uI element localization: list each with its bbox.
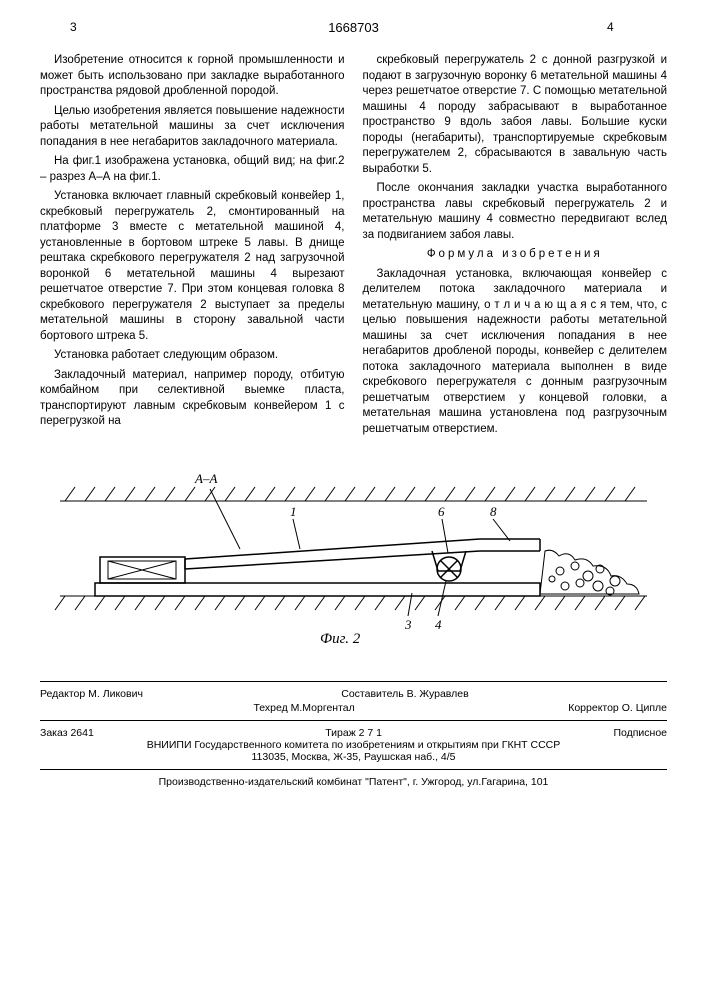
body-paragraph: После окончания закладки участка выработ… — [363, 181, 668, 243]
printer: Производственно-издательский комбинат "П… — [40, 776, 667, 788]
order-number: Заказ 2641 — [40, 727, 94, 739]
body-paragraph: Закладочный материал, например породу, о… — [40, 368, 345, 430]
section-label: А–А — [194, 471, 217, 486]
formula-title: Формула изобретения — [363, 247, 668, 263]
credits-row-2: Техред М.Моргентал Корректор О. Ципле — [40, 702, 667, 714]
editor-label: Редактор М. Ликович — [40, 688, 143, 700]
patent-number: 1668703 — [100, 20, 607, 35]
podpisnoe: Подписное — [613, 727, 667, 739]
body-columns: Изобретение относится к горной промышлен… — [40, 53, 667, 441]
header-row: 3 1668703 4 — [40, 20, 667, 35]
body-paragraph: Установка включает главный скребковый ко… — [40, 189, 345, 344]
corrector-label: Корректор О. Ципле — [568, 702, 667, 714]
figure-svg: А–А 1 6 8 3 4 Фиг. 2 — [40, 471, 667, 651]
divider — [40, 681, 667, 682]
page: 3 1668703 4 Изобретение относится к горн… — [0, 0, 707, 1000]
callout-6: 6 — [438, 504, 445, 519]
vniipi: ВНИИПИ Государственного комитета по изоб… — [40, 739, 667, 751]
divider — [40, 769, 667, 770]
body-paragraph: Целью изобретения является повышение над… — [40, 104, 345, 151]
order-row: Заказ 2641 Тираж 2 7 1 Подписное — [40, 727, 667, 739]
vniipi-address: 113035, Москва, Ж-35, Раушская наб., 4/5 — [40, 751, 667, 763]
footer: Редактор М. Ликович Составитель В. Журав… — [40, 681, 667, 788]
body-paragraph: На фиг.1 изображена установка, общий вид… — [40, 154, 345, 185]
techred-label: Техред М.Моргентал — [253, 702, 354, 714]
figure-2: А–А 1 6 8 3 4 Фиг. 2 — [40, 471, 667, 651]
left-column: Изобретение относится к горной промышлен… — [40, 53, 345, 441]
page-number-right: 4 — [607, 20, 637, 35]
credits-row-1: Редактор М. Ликович Составитель В. Журав… — [40, 688, 667, 700]
callout-3: 3 — [404, 617, 412, 632]
figure-caption: Фиг. 2 — [320, 631, 361, 647]
body-paragraph: Закладочная установка, включающая конвей… — [363, 267, 668, 438]
callout-1: 1 — [290, 504, 297, 519]
callout-4: 4 — [435, 617, 442, 632]
divider — [40, 720, 667, 721]
callout-8: 8 — [490, 504, 497, 519]
compiler-label: Составитель В. Журавлев — [341, 688, 468, 700]
right-column: скребковый перегружатель 2 с донной разг… — [363, 53, 668, 441]
body-paragraph: Установка работает следующим образом. — [40, 348, 345, 364]
body-paragraph: скребковый перегружатель 2 с донной разг… — [363, 53, 668, 177]
tirazh: Тираж 2 7 1 — [325, 727, 382, 739]
body-paragraph: Изобретение относится к горной промышлен… — [40, 53, 345, 100]
page-number-left: 3 — [70, 20, 100, 35]
